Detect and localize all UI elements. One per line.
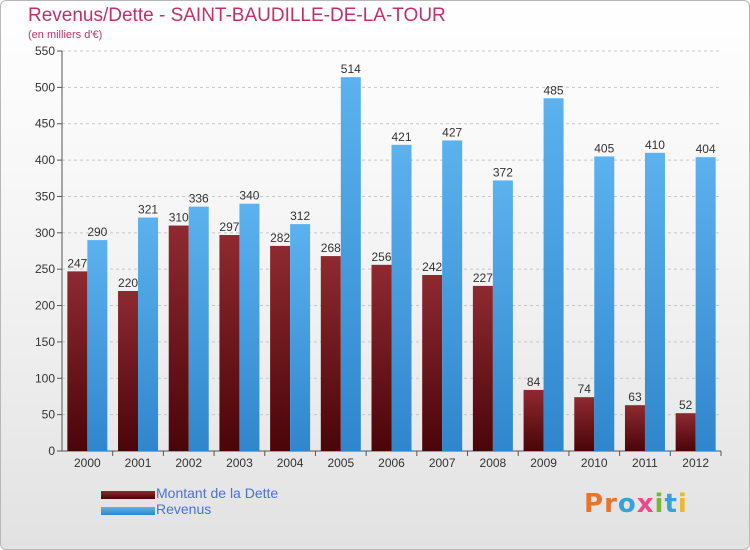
bar-dette bbox=[168, 225, 189, 451]
data-label: 312 bbox=[290, 209, 310, 223]
data-label: 63 bbox=[628, 390, 642, 404]
x-tick-label: 2012 bbox=[682, 456, 709, 470]
bar-revenus bbox=[188, 206, 209, 451]
data-label: 310 bbox=[169, 211, 189, 225]
bar-revenus bbox=[695, 157, 716, 451]
bar-revenus bbox=[138, 217, 159, 451]
bar-dette bbox=[472, 285, 493, 451]
data-label: 336 bbox=[189, 192, 209, 206]
legend-label-debt: Montant de la Dette bbox=[156, 485, 279, 501]
y-tick-label: 350 bbox=[35, 189, 55, 203]
data-label: 290 bbox=[87, 225, 107, 239]
legend-label-revenus: Revenus bbox=[156, 501, 212, 517]
bar-revenus bbox=[340, 77, 361, 451]
data-label: 410 bbox=[645, 138, 665, 152]
y-tick-label: 300 bbox=[35, 226, 55, 240]
bar-revenus bbox=[543, 98, 564, 451]
data-label: 74 bbox=[578, 382, 592, 396]
x-tick-label: 2002 bbox=[175, 456, 202, 470]
data-label: 297 bbox=[219, 220, 239, 234]
x-tick-label: 2000 bbox=[74, 456, 101, 470]
y-tick-label: 50 bbox=[42, 408, 56, 422]
data-label: 340 bbox=[239, 189, 259, 203]
y-tick-label: 450 bbox=[35, 117, 55, 131]
y-tick-label: 150 bbox=[35, 335, 55, 349]
x-tick-label: 2001 bbox=[125, 456, 152, 470]
logo-letter: t bbox=[664, 489, 678, 519]
proxiti-logo: Proxiti bbox=[584, 489, 688, 519]
logo-letter: i bbox=[677, 489, 688, 519]
data-label: 372 bbox=[493, 165, 513, 179]
bar-dette bbox=[67, 271, 88, 451]
x-tick-label: 2006 bbox=[378, 456, 405, 470]
bar-dette bbox=[118, 291, 139, 451]
data-label: 321 bbox=[138, 203, 158, 217]
bar-revenus bbox=[87, 240, 108, 451]
data-label: 405 bbox=[594, 141, 614, 155]
data-label: 227 bbox=[473, 271, 493, 285]
x-tick-label: 2010 bbox=[581, 456, 608, 470]
data-label: 485 bbox=[544, 83, 564, 97]
data-label: 220 bbox=[118, 276, 138, 290]
data-label: 514 bbox=[341, 62, 361, 76]
bar-dette bbox=[219, 235, 240, 451]
y-tick-label: 500 bbox=[35, 80, 55, 94]
logo-letter: i bbox=[654, 489, 665, 519]
data-label: 84 bbox=[527, 375, 541, 389]
data-label: 427 bbox=[442, 125, 462, 139]
bar-dette bbox=[624, 405, 645, 451]
y-tick-label: 250 bbox=[35, 262, 55, 276]
x-tick-label: 2011 bbox=[632, 456, 658, 470]
bar-dette bbox=[320, 256, 341, 451]
x-tick-label: 2008 bbox=[480, 456, 507, 470]
y-tick-label: 0 bbox=[48, 444, 55, 458]
logo-letter: x bbox=[636, 489, 655, 519]
bar-dette bbox=[270, 245, 291, 451]
chart-subtitle: (en milliers d'€) bbox=[28, 29, 103, 41]
bar-dette bbox=[675, 413, 696, 451]
logo-letter: P bbox=[584, 489, 605, 519]
bar-revenus bbox=[594, 156, 615, 452]
data-label: 404 bbox=[696, 142, 716, 156]
bar-dette bbox=[371, 264, 392, 451]
x-tick-label: 2004 bbox=[277, 456, 304, 470]
bar-revenus bbox=[442, 140, 463, 452]
bar-dette bbox=[422, 275, 443, 451]
data-label: 268 bbox=[321, 241, 341, 255]
bar-revenus bbox=[290, 224, 311, 451]
data-label: 282 bbox=[270, 231, 290, 245]
x-tick-label: 2009 bbox=[530, 456, 557, 470]
bar-dette bbox=[523, 389, 544, 451]
bar-revenus bbox=[644, 152, 665, 451]
bar-revenus bbox=[391, 144, 412, 451]
y-tick-label: 100 bbox=[35, 371, 55, 385]
data-label: 256 bbox=[371, 250, 391, 264]
bar-dette bbox=[574, 397, 595, 451]
legend-swatch-revenus bbox=[101, 507, 155, 515]
data-label: 421 bbox=[391, 130, 411, 144]
x-tick-label: 2007 bbox=[429, 456, 456, 470]
x-tick-label: 2005 bbox=[327, 456, 354, 470]
y-tick-label: 400 bbox=[35, 153, 55, 167]
bar-revenus bbox=[239, 203, 260, 451]
logo-letter: o bbox=[617, 489, 637, 519]
data-label: 52 bbox=[679, 398, 693, 412]
data-label: 247 bbox=[67, 256, 87, 270]
y-tick-label: 550 bbox=[35, 44, 55, 58]
data-label: 242 bbox=[422, 260, 442, 274]
logo-letter: r bbox=[604, 489, 618, 519]
bar-revenus bbox=[492, 180, 513, 452]
x-tick-label: 2003 bbox=[226, 456, 253, 470]
legend-swatch-debt bbox=[101, 491, 155, 499]
y-tick-label: 200 bbox=[35, 299, 55, 313]
chart-title: Revenus/Dette - SAINT-BAUDILLE-DE-LA-TOU… bbox=[28, 5, 446, 26]
